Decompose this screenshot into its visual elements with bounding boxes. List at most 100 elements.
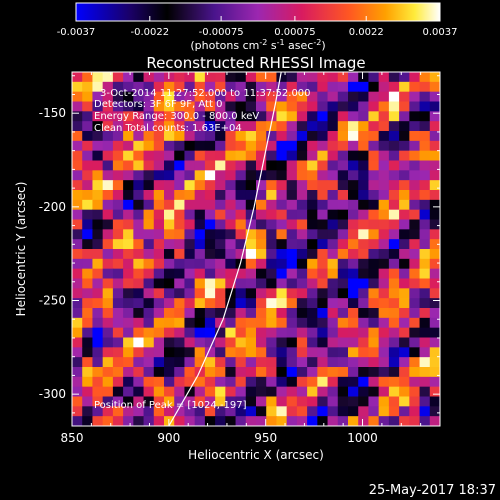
heatmap-cell [307,199,318,211]
heatmap-cell [429,199,440,211]
heatmap-cell [194,170,206,181]
heatmap-cell [327,317,339,329]
heatmap-cell [245,160,257,171]
heatmap-cell [133,376,145,388]
heatmap-cell [276,170,288,181]
heatmap-cell [82,317,94,329]
heatmap-cell [204,416,216,426]
heatmap-cell [337,298,349,309]
heatmap-cell [245,288,257,299]
x-axis-label: Heliocentric X (arcsec) [188,448,324,462]
heatmap-cell [133,199,145,211]
heatmap-cell [174,170,186,181]
heatmap-cell [102,140,114,152]
heatmap-cell [143,308,155,319]
heatmap-cell [358,160,370,171]
heatmap-cell [72,170,83,181]
heatmap-cell [429,268,440,280]
heatmap-cell [123,140,134,152]
heatmap-cell [225,298,237,309]
heatmap-cell [225,180,237,191]
heatmap-cell [123,219,134,230]
heatmap-cell [358,111,370,122]
heatmap-cell [164,229,175,240]
heatmap-cell [337,199,349,211]
heatmap-cell [225,111,237,122]
heatmap-cell [358,81,370,93]
heatmap-cell [184,190,196,201]
heatmap-cell [174,357,186,368]
heatmap-cell [266,298,278,309]
heatmap-cell [388,150,400,162]
heatmap-cell [409,249,421,260]
heatmap-cell [133,258,145,270]
heatmap-cell [194,229,206,240]
heatmap-cell [235,367,247,378]
heatmap-cell [399,288,410,299]
heatmap-cell [245,121,257,132]
heatmap-cell [204,337,216,348]
heatmap-cell [184,219,196,230]
heatmap-cell [256,396,267,407]
heatmap-cell [204,219,216,230]
heatmap-cell [225,278,237,289]
heatmap-cell [399,367,410,378]
heatmap-cell [143,337,155,348]
heatmap-cell [82,386,94,398]
heatmap-cell [184,357,196,368]
heatmap-cell [358,396,370,407]
heatmap-cell [256,229,267,240]
heatmap-cell [72,416,83,426]
heatmap-cell [184,140,196,152]
heatmap-cell [348,219,359,230]
heatmap-cell [245,317,257,329]
heatmap-cell [82,150,94,162]
heatmap-cell [235,249,247,260]
heatmap-cell [204,209,216,221]
heatmap-cell [102,249,114,260]
heatmap-cell [368,249,380,260]
heatmap-cell [317,308,329,319]
heatmap-cell [204,140,216,152]
heatmap-cell [133,249,145,260]
heatmap-cell [235,199,247,211]
heatmap-cell [378,180,390,191]
heatmap-cell [164,219,175,230]
heatmap-cell [235,396,247,407]
heatmap-cell [143,180,155,191]
heatmap-cell [317,101,329,112]
heatmap-cell [378,317,390,329]
heatmap-cell [164,72,175,83]
heatmap-cell [194,239,206,250]
heatmap-cell [174,199,186,211]
heatmap-cell [348,170,359,181]
heatmap-cell [286,180,298,191]
heatmap-cell [378,190,390,201]
heatmap-cell [419,140,431,152]
heatmap-cell [133,190,145,201]
heatmap-cell [215,111,226,122]
heatmap-cell [296,140,308,152]
heatmap-cell [307,121,318,132]
heatmap-cell [164,298,175,309]
heatmap-cell [296,298,308,309]
heatmap-cell [358,229,370,240]
heatmap-cell [296,199,308,211]
heatmap-cell [399,170,410,181]
heatmap-cell [337,72,349,83]
heatmap-cell [286,229,298,240]
heatmap-cell [419,170,431,181]
heatmap-cell [358,298,370,309]
heatmap-cell [378,101,390,112]
heatmap-cell [266,72,278,83]
heatmap-cell [153,72,165,83]
heatmap-cell [112,219,124,230]
heatmap-cell [245,406,257,417]
heatmap-cell [143,278,155,289]
heatmap-cell [72,396,83,407]
heatmap-cell [266,239,278,250]
heatmap-cell [112,81,124,93]
heatmap-cell [164,337,175,348]
heatmap-cell [409,131,421,142]
heatmap-cell [409,376,421,388]
